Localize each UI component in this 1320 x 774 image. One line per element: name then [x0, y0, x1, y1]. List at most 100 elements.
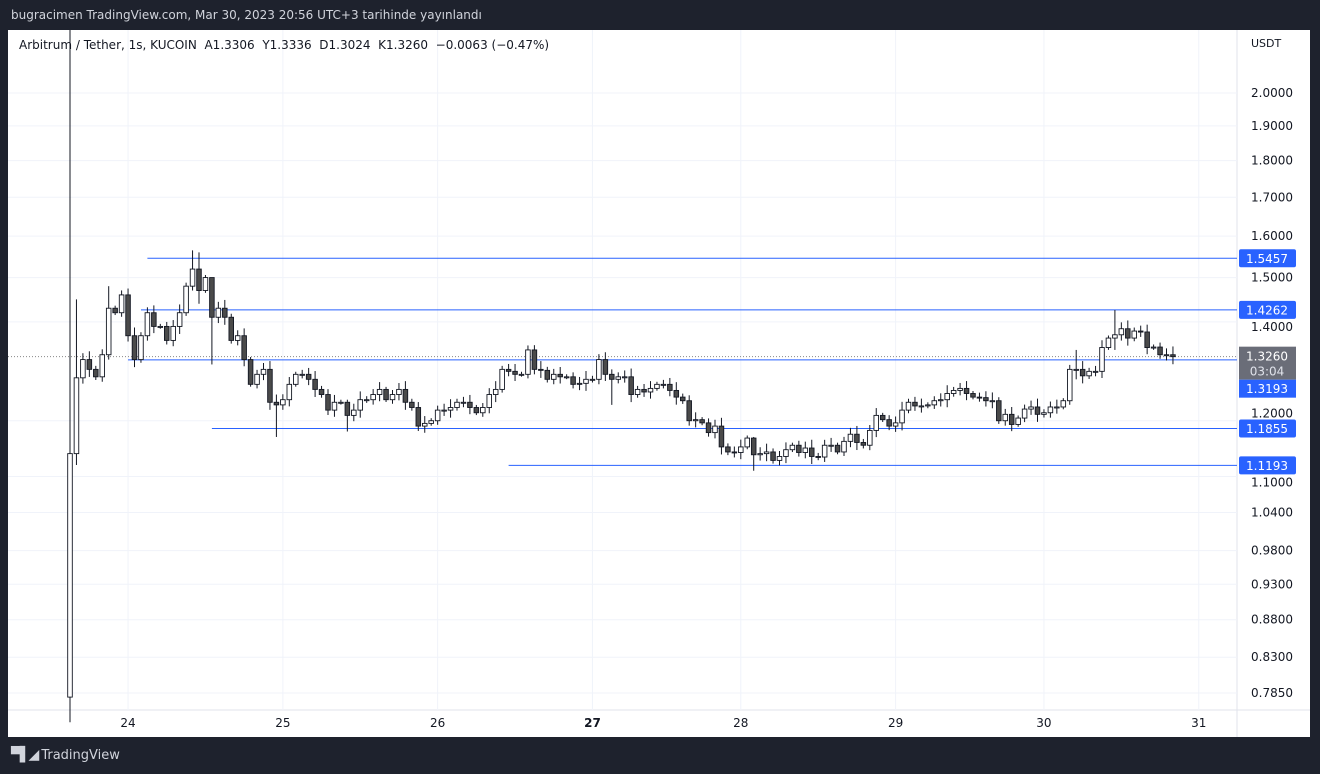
candle [305, 367, 312, 386]
candle [228, 313, 234, 344]
candle [828, 437, 834, 452]
candle [1163, 348, 1170, 361]
candle-body-bear [976, 396, 983, 399]
candle-body-bull [486, 394, 493, 408]
candle [1073, 349, 1079, 380]
candle-body-bull [293, 373, 299, 385]
candle [531, 345, 538, 375]
last-price-label: 1.3260 [1246, 350, 1288, 364]
candle [860, 438, 867, 449]
candle [602, 352, 609, 382]
chart-panel[interactable] [8, 30, 1310, 737]
candle-body-bear [557, 373, 563, 378]
candle-body-bull [763, 451, 770, 455]
candle-body-bull [170, 325, 176, 341]
candle [125, 288, 131, 342]
candle [763, 443, 770, 462]
candle-body-bull [692, 419, 699, 422]
candle [847, 427, 854, 448]
candle-body-bull [441, 409, 447, 412]
candle [518, 371, 525, 377]
ohlc-open: A1.3306 [204, 38, 255, 52]
tradingview-logo[interactable]: ▀▌◢ TradingView [11, 747, 120, 763]
candle [512, 364, 518, 382]
candle-body-bull [299, 373, 305, 376]
candle [886, 415, 892, 431]
candle [892, 416, 899, 432]
brand-name: TradingView [41, 747, 120, 763]
candle [950, 386, 957, 397]
candle-body-bull [712, 425, 718, 434]
candle-body-bull [118, 294, 125, 314]
candle-body-bull [260, 368, 267, 375]
candle [1170, 346, 1176, 365]
candle [189, 250, 196, 291]
candle [970, 390, 976, 400]
last-price-badge [1239, 346, 1296, 380]
candle [209, 277, 215, 365]
candle [1125, 320, 1131, 346]
candle [576, 376, 583, 391]
candle [273, 394, 280, 437]
candle [609, 369, 615, 405]
candle-body-bull [234, 335, 241, 341]
price-tick-label: 0.7850 [1251, 686, 1293, 700]
candle [396, 383, 402, 401]
candle [234, 330, 241, 346]
candle-body-bull [1163, 354, 1170, 357]
candle-body-bear [415, 407, 422, 427]
candle-body-bull [202, 277, 209, 291]
candle [112, 305, 118, 316]
candle-body-bear [673, 389, 680, 398]
candle [557, 366, 563, 384]
ohlc-close: K1.3260 [378, 38, 429, 52]
candle-body-bull [847, 433, 854, 442]
candle [538, 361, 544, 378]
candle-body-bear [473, 407, 480, 414]
candle-body-bull [176, 312, 183, 327]
candle [634, 385, 641, 398]
candle [138, 332, 144, 363]
candle [641, 383, 647, 397]
price-tick-label: 2.0000 [1251, 86, 1293, 100]
candle [254, 369, 260, 389]
candle [834, 442, 841, 455]
candle [286, 377, 293, 407]
candle [699, 417, 705, 426]
candle-body-bull [1073, 368, 1079, 371]
candle [338, 399, 344, 405]
candle [492, 381, 499, 403]
candle [86, 351, 93, 377]
candle [1002, 408, 1009, 426]
candle-body-bull [1066, 368, 1073, 402]
currency-unit: USDT [1251, 37, 1282, 50]
candle-body-bear [834, 444, 841, 453]
candle-body-bull [776, 456, 783, 461]
candle [1150, 344, 1157, 350]
candle [241, 328, 247, 367]
candle [976, 392, 983, 402]
price-tick-label: 1.6000 [1251, 229, 1293, 243]
candle-body-bull [389, 394, 396, 401]
candle-body-bull [370, 394, 376, 401]
candle [402, 381, 409, 410]
candle-body-bull [944, 393, 950, 401]
candle-body-bear [725, 446, 731, 453]
candle-body-bear [996, 400, 1002, 422]
candle [621, 370, 628, 383]
candle-body-bull [563, 376, 570, 379]
candle [499, 365, 505, 393]
price-tick-label: 0.9300 [1251, 577, 1293, 591]
candle [505, 363, 512, 377]
candle-body-bull [918, 405, 925, 408]
candle-body-bull [551, 373, 557, 380]
symbol-name[interactable]: Arbitrum / Tether, 1s, KUCOIN [19, 38, 197, 52]
candle-body-bull [621, 376, 628, 379]
candle-body-bear [196, 268, 202, 291]
time-tick-label: 26 [430, 716, 445, 730]
level-price-label: 1.3193 [1246, 382, 1288, 396]
candle-body-bull [254, 373, 260, 385]
candle-body-bull [841, 440, 847, 453]
candle [331, 394, 338, 417]
